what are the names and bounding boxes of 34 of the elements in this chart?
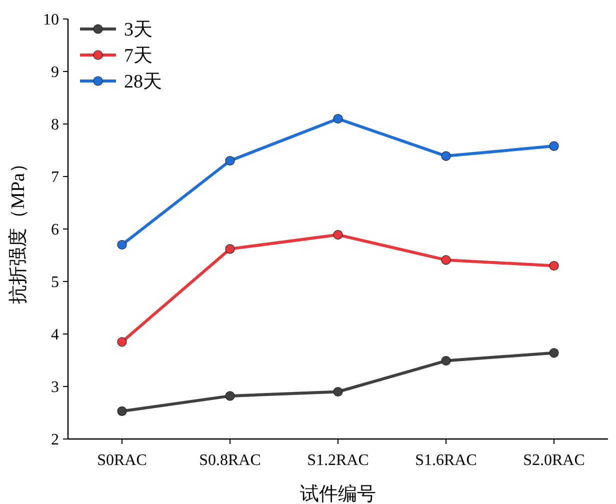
x-tick-label: S2.0RAC	[523, 452, 585, 469]
y-tick-label: 4	[51, 326, 59, 344]
x-tick-label: S1.2RAC	[307, 452, 369, 469]
y-tick-label: 9	[51, 64, 59, 82]
legend-label: 28天	[124, 72, 162, 93]
legend-label: 7天	[124, 46, 152, 67]
point	[549, 260, 559, 271]
y-tick-label: 3	[51, 379, 59, 396]
point	[117, 337, 127, 347]
point	[333, 114, 343, 124]
point	[333, 386, 343, 397]
point	[549, 348, 559, 358]
x-tick-label: S1.6RAC	[415, 452, 477, 469]
y-tick-label: 5	[51, 274, 59, 292]
y-tick-label: 8	[51, 116, 59, 134]
y-axis-title: 抗折强度（MPa）	[7, 154, 29, 304]
x-axis-title: 试件编号	[300, 484, 376, 504]
point	[333, 230, 343, 240]
point	[441, 151, 451, 161]
y-tick-label: 7	[51, 169, 59, 186]
point	[225, 391, 235, 401]
point	[225, 156, 235, 166]
x-tick-label: S0RAC	[97, 452, 147, 469]
x-tick-label: S0.8RAC	[199, 452, 261, 469]
point	[441, 255, 451, 265]
y-tick-label: 6	[51, 222, 59, 239]
point	[225, 244, 235, 254]
point	[117, 240, 127, 250]
y-tick-label: 10	[43, 12, 59, 29]
point	[117, 406, 127, 416]
y-tick-label: 2	[51, 432, 59, 449]
legend-label: 3天	[124, 20, 152, 41]
point	[549, 141, 559, 151]
point	[441, 356, 451, 366]
